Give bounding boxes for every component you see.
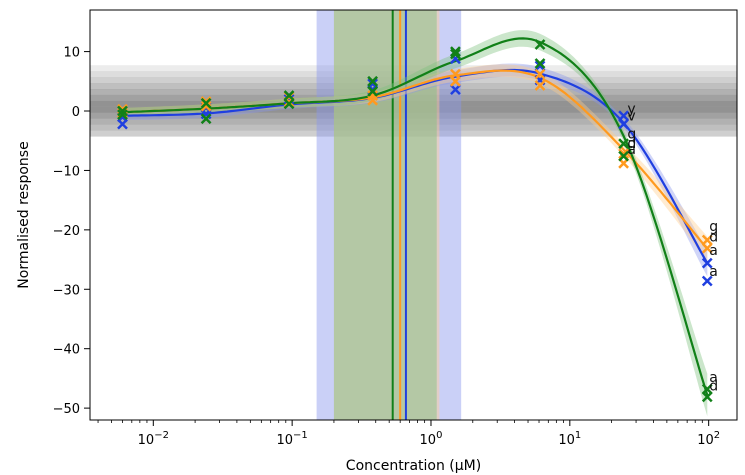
y-tick-label: −40 bbox=[53, 343, 80, 358]
x-tick-label: 10−2 bbox=[138, 430, 169, 448]
data-point-marker bbox=[283, 90, 295, 101]
point-label: v bbox=[627, 109, 635, 125]
point-label: d bbox=[709, 378, 718, 394]
background-band bbox=[90, 100, 737, 107]
ec50-interval bbox=[333, 10, 437, 420]
fit-curve bbox=[122, 37, 709, 396]
data-point-marker bbox=[618, 118, 629, 130]
background-band bbox=[90, 65, 737, 72]
x-tick-label: 10−1 bbox=[276, 430, 307, 448]
data-point-marker bbox=[701, 257, 713, 269]
data-point-marker bbox=[450, 48, 461, 60]
data-point-marker bbox=[117, 105, 128, 117]
fit-curves bbox=[122, 37, 709, 396]
data-point-marker bbox=[701, 242, 713, 254]
point-label: a bbox=[709, 370, 718, 386]
data-point-marker bbox=[200, 113, 212, 125]
data-point-marker bbox=[367, 75, 379, 87]
x-tick-label: 100 bbox=[420, 430, 443, 448]
data-point-marker bbox=[534, 58, 546, 69]
data-point-marker bbox=[534, 80, 546, 91]
y-tick-label: −50 bbox=[53, 402, 80, 417]
y-axis: 10 0 −10 −20 −30 −40 −50 bbox=[53, 46, 90, 417]
data-point-marker bbox=[200, 97, 212, 109]
background-band bbox=[90, 130, 737, 137]
x-axis: 10−2 10−1 100 101 102 bbox=[97, 420, 720, 448]
point-label: y bbox=[627, 101, 635, 117]
x-axis-title: Concentration (μM) bbox=[346, 458, 481, 474]
data-point-marker bbox=[450, 68, 461, 80]
point-label: a bbox=[627, 142, 636, 158]
y-tick-label: −10 bbox=[53, 164, 80, 179]
data-point-marker bbox=[618, 138, 629, 150]
data-point-marker bbox=[450, 46, 461, 57]
data-point-marker bbox=[117, 109, 128, 120]
data-point-marker bbox=[534, 60, 546, 72]
point-label: d bbox=[709, 230, 718, 246]
data-point-marker bbox=[701, 275, 713, 287]
data-point-marker bbox=[283, 98, 295, 110]
point-label: a bbox=[709, 243, 718, 259]
background-band bbox=[90, 94, 737, 101]
data-point-marker bbox=[701, 234, 713, 246]
y-tick-label: −30 bbox=[53, 283, 80, 298]
y-tick-label: −20 bbox=[53, 224, 80, 239]
background-band bbox=[90, 89, 737, 95]
point-label: g bbox=[709, 219, 718, 235]
background-band bbox=[90, 112, 737, 119]
data-point-marker bbox=[367, 86, 379, 97]
point-label: a bbox=[709, 264, 718, 280]
point-label: d bbox=[627, 136, 636, 152]
plot-frame bbox=[89, 9, 738, 421]
background-band bbox=[90, 106, 737, 113]
data-points bbox=[117, 39, 713, 403]
data-point-marker bbox=[534, 39, 546, 50]
background-band bbox=[90, 124, 737, 131]
data-point-marker bbox=[618, 148, 629, 160]
data-point-marker bbox=[200, 96, 212, 107]
point-label: g bbox=[627, 126, 636, 142]
data-point-marker bbox=[618, 150, 629, 162]
x-tick-label: 102 bbox=[697, 430, 720, 448]
background-band bbox=[90, 118, 737, 125]
data-point-marker bbox=[618, 110, 629, 122]
y-tick-label: 0 bbox=[72, 105, 80, 120]
data-point-marker bbox=[367, 90, 379, 101]
y-axis-title: Normalised response bbox=[16, 141, 32, 288]
data-point-marker bbox=[450, 84, 461, 96]
x-tick-label: 101 bbox=[558, 430, 581, 448]
ec50-interval bbox=[333, 10, 440, 420]
data-point-marker bbox=[534, 68, 546, 80]
data-point-marker bbox=[701, 391, 713, 403]
y-tick-label: 10 bbox=[63, 46, 80, 61]
background-band bbox=[90, 71, 737, 78]
data-point-marker bbox=[117, 107, 128, 119]
